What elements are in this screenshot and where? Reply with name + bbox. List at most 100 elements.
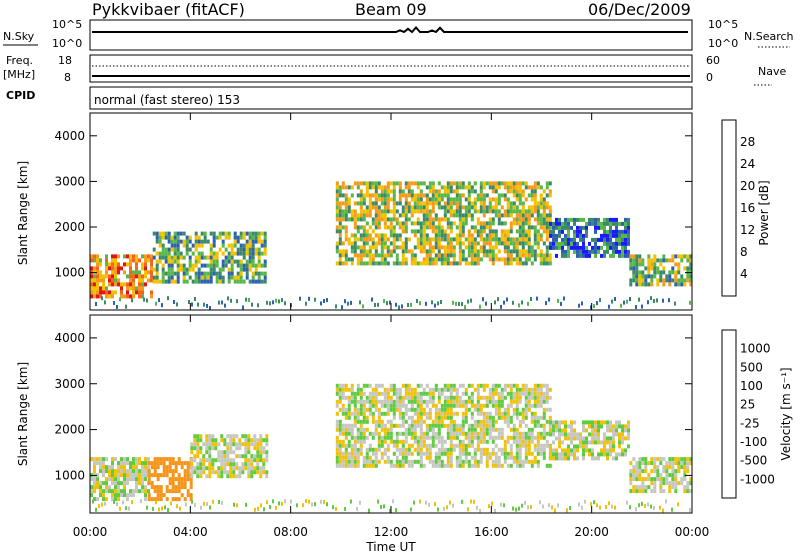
power-echo-cell <box>479 209 483 214</box>
power-echo-cell <box>662 254 666 259</box>
velocity-echo-cell <box>542 411 546 416</box>
velocity-ground-scatter-cell <box>596 503 598 508</box>
velocity-echo-cell <box>533 391 537 396</box>
velocity-ground-scatter-cell <box>95 507 97 512</box>
power-echo-cell <box>248 255 252 260</box>
velocity-echo-cell <box>190 446 194 451</box>
velocity-echo-cell <box>686 469 690 474</box>
velocity-echo-cell <box>449 399 453 404</box>
velocity-echo-cell <box>398 439 402 444</box>
power-echo-cell <box>545 193 549 198</box>
velocity-echo-cell <box>458 439 462 444</box>
power-echo-cell <box>536 229 540 234</box>
velocity-echo-cell <box>144 469 147 474</box>
velocity-echo-cell <box>350 391 354 396</box>
power-echo-cell <box>102 286 105 291</box>
power-echo-cell <box>117 266 120 271</box>
power-echo-cell <box>365 233 369 238</box>
velocity-echo-cell <box>542 443 546 448</box>
velocity-echo-cell <box>232 466 236 471</box>
power-echo-cell <box>108 278 111 283</box>
velocity-echo-cell <box>244 434 248 439</box>
power-echo-cell <box>206 239 210 244</box>
velocity-echo-cell <box>476 463 480 468</box>
velocity-echo-cell <box>470 403 474 408</box>
power-echo-cell <box>615 229 618 234</box>
power-echo-cell <box>239 247 243 252</box>
velocity-echo-cell <box>662 457 666 462</box>
power-echo-cell <box>659 258 663 263</box>
velocity-echo-cell <box>524 423 528 428</box>
power-echo-cell <box>365 221 369 226</box>
power-echo-cell <box>126 294 129 299</box>
velocity-echo-cell <box>123 465 126 470</box>
velocity-echo-cell <box>410 459 414 464</box>
velocity-echo-cell <box>428 443 432 448</box>
velocity-echo-cell <box>461 427 465 432</box>
velocity-echo-cell <box>229 474 233 479</box>
velocity-echo-cell <box>416 399 420 404</box>
power-echo-cell <box>141 274 144 279</box>
power-echo-cell <box>500 181 504 186</box>
power-echo-cell <box>353 241 357 246</box>
power-echo-cell <box>359 201 363 206</box>
power-echo-cell <box>533 249 537 254</box>
velocity-echo-cell <box>452 411 456 416</box>
power-echo-cell <box>567 241 570 246</box>
power-echo-cell <box>167 247 171 252</box>
velocity-echo-cell <box>398 387 402 392</box>
velocity-echo-cell <box>549 420 552 425</box>
velocity-echo-cell <box>500 387 504 392</box>
velocity-echo-cell <box>464 407 468 412</box>
velocity-echo-cell <box>180 461 184 466</box>
velocity-echo-cell <box>132 457 135 462</box>
power-echo-cell <box>230 243 234 248</box>
velocity-echo-cell <box>674 473 678 478</box>
power-echo-cell <box>671 254 675 259</box>
power-echo-cell <box>338 237 342 242</box>
velocity-echo-cell <box>482 431 486 436</box>
velocity-echo-cell <box>506 435 510 440</box>
power-echo-cell <box>647 270 651 275</box>
velocity-echo-cell <box>638 465 642 470</box>
power-echo-cell <box>212 267 216 272</box>
velocity-echo-cell <box>455 455 459 460</box>
velocity-echo-cell <box>536 415 540 420</box>
power-echo-cell <box>383 221 387 226</box>
power-echo-cell <box>491 205 495 210</box>
velocity-echo-cell <box>404 427 408 432</box>
velocity-echo-cell <box>582 428 585 433</box>
velocity-echo-cell <box>668 457 672 462</box>
power-echo-cell <box>431 201 435 206</box>
velocity-ground-scatter-cell <box>272 499 274 504</box>
power-echo-cell <box>455 181 459 186</box>
power-echo-cell <box>647 262 651 267</box>
velocity-echo-cell <box>350 443 354 448</box>
velocity-echo-cell <box>527 391 531 396</box>
velocity-echo-cell <box>401 395 405 400</box>
velocity-echo-cell <box>500 435 504 440</box>
velocity-echo-cell <box>407 391 411 396</box>
velocity-echo-cell <box>117 469 120 474</box>
velocity-echo-cell <box>455 395 459 400</box>
velocity-echo-cell <box>214 446 218 451</box>
velocity-echo-cell <box>413 435 417 440</box>
power-echo-cell <box>404 209 408 214</box>
power-echo-cell <box>341 217 345 222</box>
power-echo-cell <box>209 259 213 264</box>
velocity-echo-cell <box>632 457 636 462</box>
velocity-echo-cell <box>177 477 181 482</box>
velocity-echo-cell <box>455 423 459 428</box>
velocity-echo-cell <box>635 477 639 482</box>
velocity-echo-cell <box>644 465 648 470</box>
power-echo-cell <box>461 241 465 246</box>
power-echo-cell <box>443 237 447 242</box>
power-echo-cell <box>413 245 417 250</box>
power-echo-cell <box>410 221 414 226</box>
power-echo-cell <box>254 279 258 284</box>
power-echo-cell <box>449 225 453 230</box>
power-echo-cell <box>558 217 561 222</box>
power-echo-cell <box>413 253 417 258</box>
velocity-echo-cell <box>168 469 172 474</box>
power-echo-cell <box>629 282 633 287</box>
